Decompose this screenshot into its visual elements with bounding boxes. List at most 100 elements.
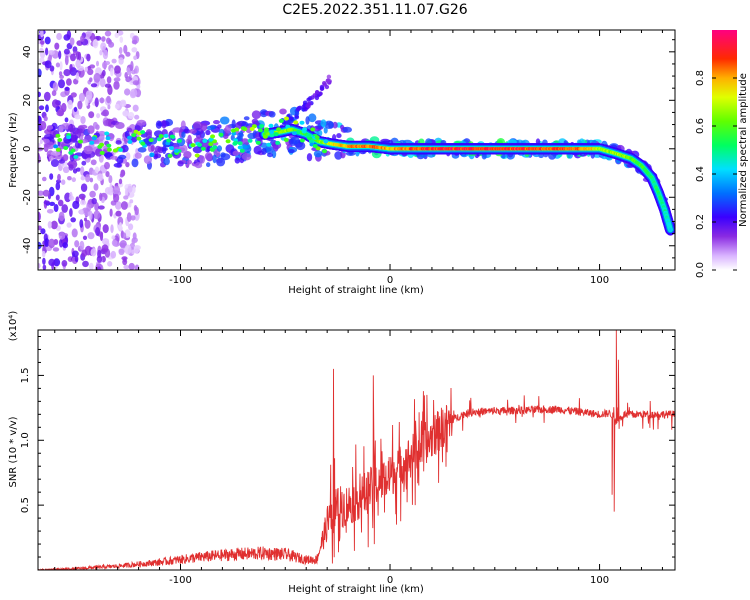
- noise-blob: [111, 58, 117, 64]
- noise-blob: [74, 114, 81, 120]
- spectral-blob: [342, 126, 352, 133]
- ridge-peak: [263, 128, 269, 133]
- noise-blob: [132, 232, 137, 240]
- noise-blob: [104, 187, 112, 195]
- chart-title: C2E5.2022.351.11.07.G26: [282, 2, 468, 18]
- ridge-peak: [70, 148, 76, 153]
- spectral-blob: [219, 116, 230, 125]
- noise-blob: [56, 110, 64, 117]
- ridge-peak: [268, 123, 274, 128]
- branch-blob: [310, 95, 315, 100]
- spectral-blob: [134, 152, 142, 159]
- noise-blob: [48, 258, 56, 266]
- branch-blob: [320, 86, 325, 91]
- ridge-peak: [218, 132, 224, 137]
- noise-blob: [40, 30, 44, 38]
- noise-blob: [118, 47, 123, 55]
- spectral-blob: [150, 144, 155, 152]
- ridge-peak: [233, 140, 239, 145]
- noise-blob: [85, 174, 91, 183]
- noise-blob: [133, 245, 140, 254]
- noise-blob: [84, 219, 91, 229]
- noise-blob: [119, 36, 124, 43]
- ridge-peak: [197, 142, 203, 147]
- ridge-peak: [314, 135, 320, 140]
- noise-blob: [125, 162, 130, 168]
- noise-blob: [122, 232, 127, 240]
- spectral-blob: [49, 155, 54, 161]
- spectral-blob: [137, 147, 147, 153]
- spectral-blob: [234, 157, 241, 164]
- spectral-blob: [224, 124, 232, 134]
- noise-blob: [58, 231, 66, 240]
- noise-blob: [55, 182, 61, 191]
- noise-blob: [54, 42, 60, 50]
- branch-blob: [326, 74, 332, 80]
- spectral-blob: [232, 150, 240, 156]
- noise-blob: [72, 168, 78, 174]
- spectral-blob: [46, 141, 55, 150]
- spectral-blob: [177, 160, 184, 167]
- ridge-peak: [285, 124, 291, 129]
- noise-blob: [104, 83, 112, 88]
- noise-blob: [84, 245, 92, 256]
- noise-blob: [125, 152, 131, 161]
- spectral-blob: [163, 157, 170, 166]
- noise-blob: [69, 191, 73, 200]
- ridge-peak: [99, 150, 105, 155]
- noise-blob: [90, 248, 97, 257]
- noise-blob: [129, 199, 134, 204]
- spectral-blob: [183, 128, 191, 134]
- noise-blob: [119, 240, 127, 249]
- noise-blob: [95, 227, 101, 236]
- ridge-peak: [276, 127, 282, 132]
- noise-blob: [94, 166, 100, 174]
- ridge-peak: [225, 139, 231, 144]
- noise-blob: [40, 228, 46, 235]
- noise-blob: [90, 83, 98, 88]
- ridge-peak: [105, 136, 111, 141]
- spectral-blob: [323, 127, 328, 134]
- noise-blob: [91, 197, 97, 205]
- noise-blob: [39, 47, 44, 53]
- spectral-blob: [44, 129, 52, 135]
- spectral-blob: [103, 119, 110, 127]
- noise-blob: [64, 55, 69, 66]
- noise-blob: [120, 201, 128, 210]
- noise-blob: [96, 113, 101, 119]
- noise-blob: [97, 266, 102, 270]
- spectral-blob: [115, 122, 125, 129]
- noise-blob: [77, 100, 83, 110]
- spectral-blob: [155, 120, 162, 129]
- spectral-blob: [109, 155, 118, 160]
- ridge-peak: [140, 141, 146, 146]
- noise-blob: [49, 173, 54, 180]
- branch-blob: [314, 90, 320, 95]
- noise-blob: [93, 210, 101, 220]
- noise-blob: [56, 32, 62, 41]
- ridge-peak: [148, 138, 154, 143]
- ridge-peak: [202, 138, 208, 143]
- ridge-peak: [112, 148, 118, 153]
- noise-blob: [109, 208, 113, 217]
- spectral-blob: [181, 131, 186, 139]
- noise-blob: [86, 53, 91, 62]
- ridge-peak: [249, 126, 255, 131]
- spectral-blob: [240, 138, 250, 146]
- spectral-blob: [87, 125, 95, 134]
- spectral-blob: [145, 131, 152, 141]
- noise-blob: [63, 48, 70, 55]
- ridge-peak: [194, 153, 200, 158]
- noise-blob: [61, 204, 68, 213]
- noise-blob: [38, 190, 44, 196]
- noise-blob: [67, 176, 72, 181]
- spectral-blob: [68, 164, 74, 171]
- noise-blob: [67, 99, 73, 110]
- noise-blob: [109, 182, 113, 193]
- spectral-blob: [206, 146, 211, 152]
- spectral-blob: [67, 124, 76, 133]
- ridge-peak: [55, 133, 61, 138]
- spectrogram-amplitude-cloud: [38, 30, 675, 270]
- ridge-peak: [257, 128, 263, 133]
- spectral-blob: [345, 151, 356, 157]
